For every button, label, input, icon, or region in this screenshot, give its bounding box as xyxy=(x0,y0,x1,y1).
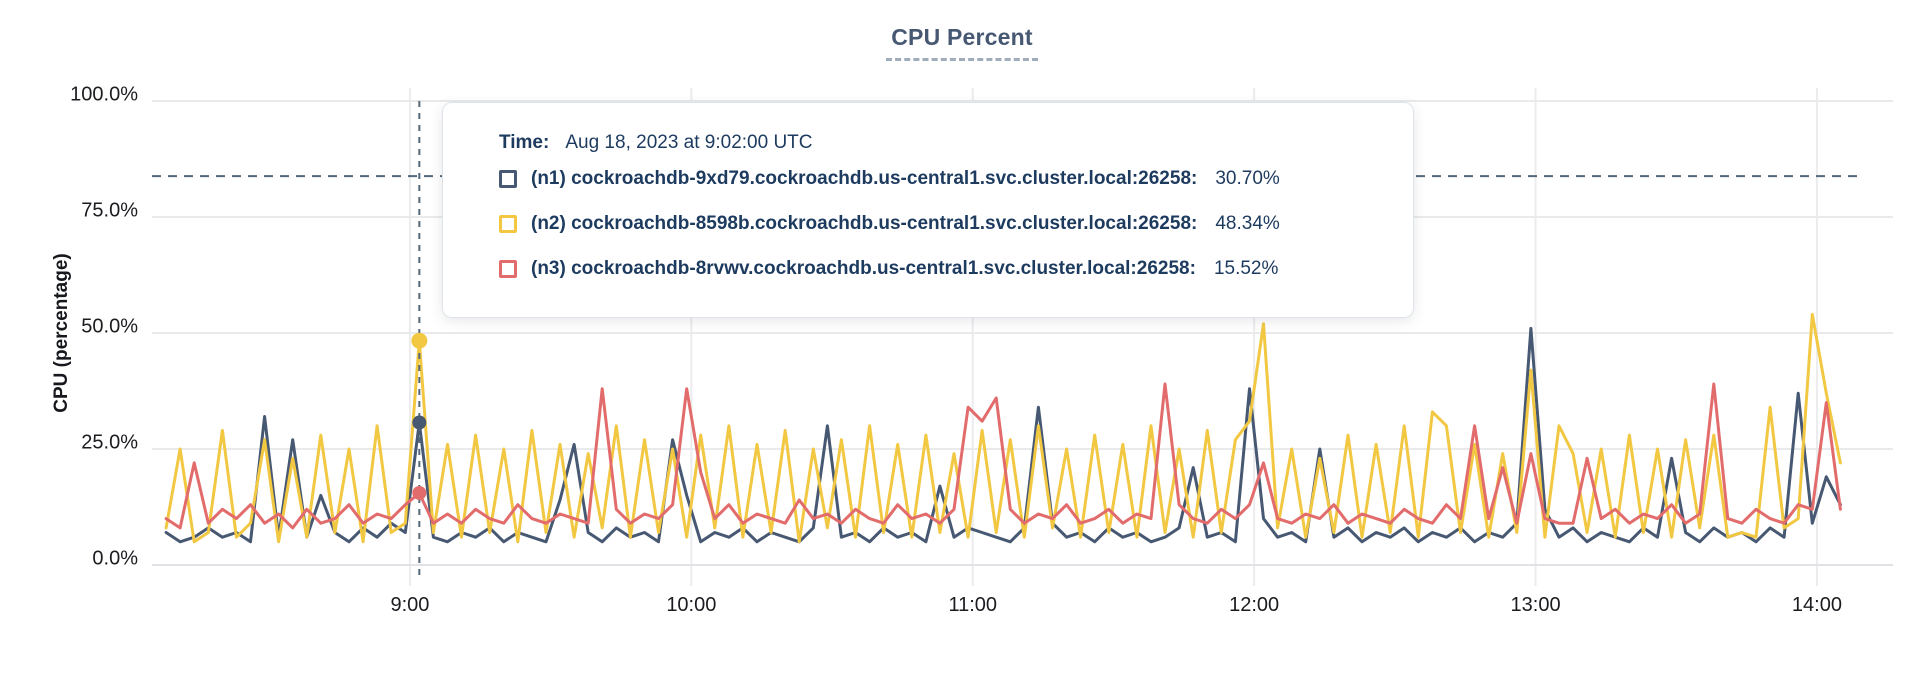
series-swatch-icon-n1 xyxy=(499,169,517,188)
x-axis-tick-label: 10:00 xyxy=(666,594,717,616)
y-axis-tick-label: 0.0% xyxy=(92,547,138,570)
series-line-n1 xyxy=(164,326,1842,544)
tooltip-series-rows: (n1) cockroachdb-9xd79.cockroachdb.us-ce… xyxy=(499,156,1413,291)
x-axis-tick-label: 12:00 xyxy=(1229,594,1280,616)
hover-dot-n1 xyxy=(412,415,427,430)
x-axis-tick-label: 9:00 xyxy=(390,594,430,616)
series-swatch-icon-n2 xyxy=(499,214,517,233)
hover-tooltip: Time: Aug 18, 2023 at 9:02:00 UTC (n1) c… xyxy=(442,102,1414,318)
y-axis-tick-label: 75.0% xyxy=(81,199,138,222)
y-axis-tick-label: 100.0% xyxy=(70,83,138,106)
chart-title-underline xyxy=(886,58,1038,61)
tooltip-series-row-n2: (n2) cockroachdb-8598b.cockroachdb.us-ce… xyxy=(499,201,1413,246)
y-axis-tick-label: 25.0% xyxy=(81,431,138,454)
series-line-n2 xyxy=(164,312,1842,544)
tooltip-series-value: 15.52% xyxy=(1213,257,1279,279)
tooltip-series-name: (n1) cockroachdb-9xd79.cockroachdb.us-ce… xyxy=(531,167,1198,189)
tooltip-time-value: Aug 18, 2023 at 9:02:00 UTC xyxy=(565,131,813,153)
hover-dot-n2 xyxy=(411,332,428,349)
x-axis-tick-label: 14:00 xyxy=(1791,594,1842,616)
x-axis-tick-label: 11:00 xyxy=(948,594,998,616)
tooltip-series-row-n1: (n1) cockroachdb-9xd79.cockroachdb.us-ce… xyxy=(499,156,1413,201)
tooltip-series-name: (n2) cockroachdb-8598b.cockroachdb.us-ce… xyxy=(531,212,1198,234)
tooltip-series-name: (n3) cockroachdb-8rvwv.cockroachdb.us-ce… xyxy=(531,257,1196,279)
tooltip-series-row-n3: (n3) cockroachdb-8rvwv.cockroachdb.us-ce… xyxy=(499,246,1413,291)
tooltip-time-row: Time: Aug 18, 2023 at 9:02:00 UTC xyxy=(499,129,1413,156)
tooltip-series-value: 48.34% xyxy=(1215,212,1280,234)
series-line-n3 xyxy=(164,382,1842,530)
hover-dot-n3 xyxy=(412,485,427,500)
series-swatch-icon-n3 xyxy=(499,259,517,278)
tooltip-series-value: 30.70% xyxy=(1215,167,1280,189)
x-axis-tick-label: 13:00 xyxy=(1510,594,1561,616)
y-axis-tick-label: 50.0% xyxy=(81,315,138,338)
tooltip-time-label: Time: xyxy=(499,131,550,153)
chart-title: CPU Percent xyxy=(891,24,1033,50)
